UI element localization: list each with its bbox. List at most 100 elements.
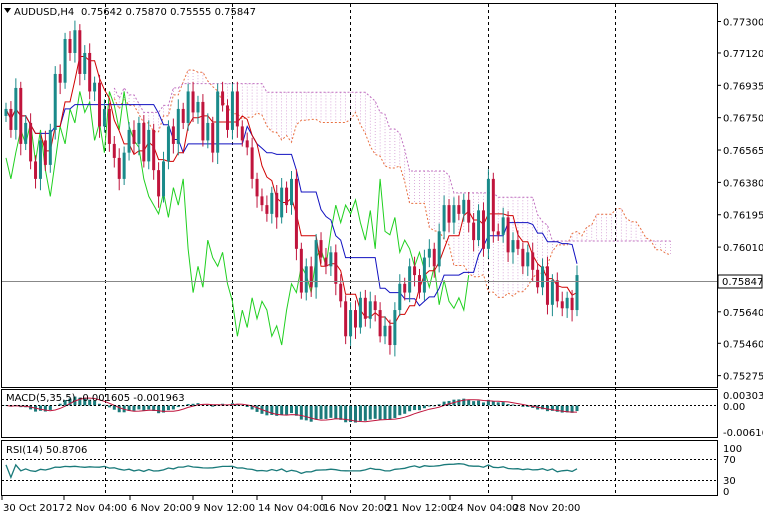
candle-body bbox=[358, 297, 362, 328]
candle-body bbox=[393, 310, 397, 346]
candle-body bbox=[191, 91, 195, 113]
candle-body bbox=[132, 129, 136, 144]
dropdown-triangle-icon[interactable] bbox=[4, 8, 11, 13]
price-axis: 0.77300 0.77120 0.76935 0.76750 0.76565 0.763… bbox=[717, 17, 763, 383]
macd-tick-zero: 0.00 bbox=[723, 402, 745, 413]
candle-body bbox=[457, 205, 461, 214]
candle-body bbox=[73, 30, 77, 53]
macd-bar bbox=[550, 405, 554, 411]
candle-body bbox=[201, 101, 205, 141]
price-tick-label: 0.76935 bbox=[723, 81, 763, 92]
price-tick-label: 0.76750 bbox=[723, 114, 763, 125]
price-tick-label: 0.75460 bbox=[723, 339, 763, 350]
candle-body bbox=[38, 140, 42, 179]
candle-body bbox=[280, 187, 284, 218]
macd-bar bbox=[166, 405, 170, 411]
macd-bar bbox=[358, 405, 362, 421]
candle-body bbox=[171, 126, 175, 144]
time-tick-label: 28 Nov 20:00 bbox=[513, 503, 580, 514]
candle-body bbox=[157, 170, 161, 197]
macd-bar bbox=[255, 405, 259, 412]
candle-body bbox=[181, 108, 185, 123]
candle-body bbox=[398, 283, 402, 311]
macd-bar bbox=[314, 405, 318, 420]
candle-body bbox=[142, 122, 146, 162]
macd-bar bbox=[353, 405, 357, 423]
macd-bar bbox=[88, 399, 92, 406]
candles bbox=[4, 20, 579, 357]
macd-bar bbox=[48, 405, 52, 410]
senkou-span-b bbox=[113, 83, 671, 242]
price-tick-label: 0.77300 bbox=[723, 17, 763, 28]
macd-bar bbox=[349, 405, 353, 423]
candle-body bbox=[368, 301, 372, 319]
candle-body bbox=[107, 108, 111, 144]
macd-bar bbox=[477, 400, 481, 406]
macd-bar bbox=[442, 401, 446, 406]
candle-body bbox=[211, 122, 215, 153]
candle-body bbox=[560, 301, 564, 309]
macd-bar bbox=[393, 405, 397, 419]
candle-body bbox=[501, 217, 505, 235]
macd-bar bbox=[270, 405, 274, 415]
macd-bar bbox=[467, 399, 471, 406]
candle-body bbox=[472, 222, 476, 241]
macd-bar bbox=[102, 404, 106, 406]
candle-body bbox=[34, 161, 38, 179]
main-panel-frame bbox=[1, 3, 718, 388]
rsi-label: RSI(14) 50.8706 bbox=[6, 445, 87, 456]
candle-body bbox=[575, 275, 579, 311]
candle-body bbox=[388, 325, 392, 346]
candle-body bbox=[339, 283, 343, 302]
candle-body bbox=[285, 187, 289, 206]
candle-body bbox=[334, 252, 338, 284]
macd-bar bbox=[127, 405, 131, 411]
macd-bar bbox=[132, 405, 136, 411]
candle-body bbox=[9, 108, 13, 130]
candle-body bbox=[78, 30, 82, 74]
candle-body bbox=[294, 178, 298, 249]
candle-body bbox=[570, 297, 574, 311]
candle-body bbox=[550, 280, 554, 305]
macd-bar bbox=[457, 399, 461, 406]
candle-body bbox=[437, 231, 441, 267]
candle-body bbox=[403, 283, 407, 293]
macd-bar bbox=[398, 405, 402, 416]
rsi-tick-0: 0 bbox=[723, 487, 729, 498]
macd-histogram bbox=[4, 396, 579, 423]
time-tick-label: 16 Nov 20:00 bbox=[323, 503, 390, 514]
macd-bar bbox=[334, 405, 338, 419]
candle-body bbox=[304, 266, 308, 293]
candle-body bbox=[442, 205, 446, 232]
candle-body bbox=[216, 91, 220, 153]
price-tick-label: 0.75640 bbox=[723, 308, 763, 319]
candle-body bbox=[555, 280, 559, 302]
macd-bar bbox=[388, 405, 392, 420]
price-tick-label: 0.75275 bbox=[723, 372, 763, 383]
candle-body bbox=[245, 140, 249, 148]
candle-body bbox=[270, 192, 274, 214]
time-tick-label: 6 Nov 20:00 bbox=[131, 503, 192, 514]
chikou-span-line bbox=[5, 91, 470, 346]
candle-body bbox=[545, 266, 549, 305]
candle-body bbox=[63, 38, 67, 83]
macd-bar bbox=[560, 405, 564, 413]
candle-body bbox=[24, 122, 28, 144]
candle-body bbox=[29, 122, 33, 162]
macd-bar bbox=[147, 405, 151, 410]
macd-bar bbox=[93, 400, 97, 406]
candle-body bbox=[206, 122, 210, 141]
last-price-tag bbox=[717, 274, 763, 289]
macd-bar bbox=[363, 405, 367, 421]
macd-bar bbox=[413, 405, 417, 411]
time-tick-label: 24 Nov 04:00 bbox=[451, 503, 518, 514]
macd-bar bbox=[541, 405, 545, 410]
macd-bar bbox=[329, 405, 333, 418]
time-tick-label: 2 Nov 04:00 bbox=[66, 503, 127, 514]
rsi-tick-100: 100 bbox=[723, 444, 742, 455]
macd-tick-high: 0.003039 bbox=[723, 391, 763, 402]
macd-bar bbox=[526, 405, 530, 407]
candle-body bbox=[363, 297, 367, 319]
macd-bar bbox=[462, 398, 466, 406]
